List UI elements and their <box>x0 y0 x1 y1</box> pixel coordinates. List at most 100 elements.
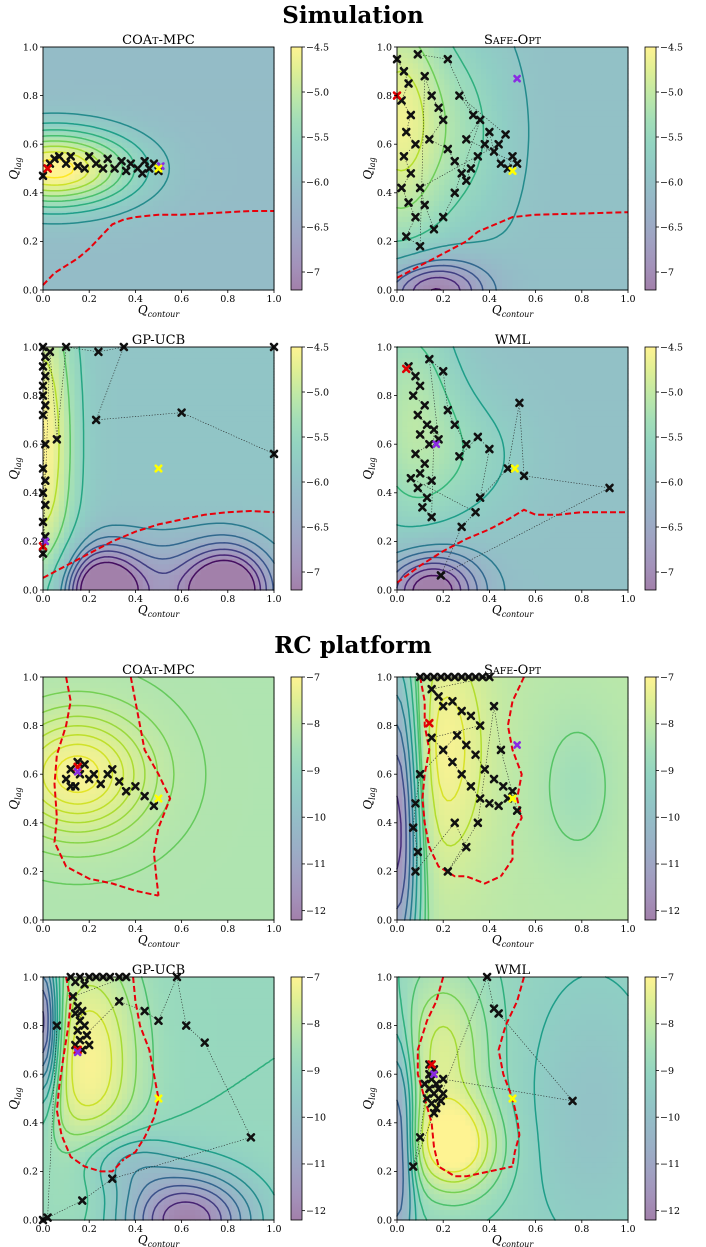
heatmap-cell <box>502 195 508 201</box>
heatmap-cell <box>444 205 450 211</box>
heatmap-cell <box>85 47 91 53</box>
heatmap-cell <box>48 279 54 285</box>
panel-title-part: S <box>484 33 493 48</box>
heatmap-cell <box>227 174 233 180</box>
heatmap-cell <box>397 221 403 227</box>
heatmap-cell <box>106 242 112 248</box>
heatmap-cell <box>586 253 592 259</box>
heatmap-cell <box>127 237 133 243</box>
heatmap-cell <box>439 232 445 238</box>
heatmap-cell <box>523 264 529 270</box>
heatmap-cell <box>190 95 196 101</box>
heatmap-cell <box>232 527 238 533</box>
heatmap-cell <box>174 200 180 206</box>
heatmap-cell <box>101 105 107 111</box>
heatmap-cell <box>565 95 571 101</box>
heatmap-cell <box>539 174 545 180</box>
heatmap-cell <box>248 105 254 111</box>
heatmap-cell <box>523 242 529 248</box>
heatmap-cell <box>127 95 133 101</box>
heatmap-cell <box>216 564 222 570</box>
heatmap-cell <box>534 163 540 169</box>
heatmap-cell <box>211 52 217 58</box>
heatmap-cell <box>502 58 508 64</box>
heatmap-cell <box>127 264 133 270</box>
heatmap-cell <box>492 253 498 259</box>
colorbar-tick-label: −4.5 <box>306 42 329 53</box>
heatmap-cell <box>248 253 254 259</box>
heatmap-cell <box>513 248 519 254</box>
heatmap-cell <box>127 242 133 248</box>
heatmap-cell <box>143 126 149 132</box>
heatmap-cell <box>90 258 96 264</box>
heatmap-cell <box>148 153 154 159</box>
heatmap-cell <box>174 142 180 148</box>
heatmap-cell <box>402 89 408 95</box>
heatmap-cell <box>143 84 149 90</box>
heatmap-cell <box>174 253 180 259</box>
heatmap-cell <box>264 174 270 180</box>
heatmap-cell <box>460 205 466 211</box>
heatmap-cell <box>75 279 81 285</box>
heatmap-cell <box>96 248 102 254</box>
heatmap-cell <box>402 142 408 148</box>
heatmap-cell <box>264 237 270 243</box>
heatmap-cell <box>544 264 550 270</box>
heatmap-cell <box>576 105 582 111</box>
heatmap-cell <box>258 132 264 138</box>
heatmap-cell <box>180 63 186 69</box>
heatmap-cell <box>576 264 582 270</box>
heatmap-cell <box>607 147 613 153</box>
heatmap-cell <box>607 232 613 238</box>
heatmap-cell <box>612 179 618 185</box>
heatmap-cell <box>549 242 555 248</box>
heatmap-cell <box>148 264 154 270</box>
heatmap-cell <box>253 258 259 264</box>
heatmap-cell <box>544 174 550 180</box>
heatmap-cell <box>502 279 508 285</box>
heatmap-cell <box>101 564 107 570</box>
heatmap-cell <box>258 227 264 233</box>
heatmap-cell <box>486 190 492 196</box>
heatmap-cell <box>253 216 259 222</box>
heatmap-cell <box>216 242 222 248</box>
heatmap-cell <box>164 279 170 285</box>
heatmap-cell <box>101 84 107 90</box>
heatmap-cell <box>148 52 154 58</box>
heatmap-cell <box>59 73 65 79</box>
heatmap-cell <box>555 269 561 275</box>
y-tick-label: 1.0 <box>377 42 392 53</box>
heatmap-cell <box>48 237 54 243</box>
heatmap-cell <box>48 100 54 106</box>
heatmap-cell <box>117 232 123 238</box>
heatmap-cell <box>243 68 249 74</box>
heatmap-cell <box>565 137 571 143</box>
heatmap-cell <box>48 116 54 122</box>
heatmap-cell <box>222 553 228 559</box>
heatmap-cell <box>429 237 435 243</box>
heatmap-cell <box>612 142 618 148</box>
heatmap-cell <box>618 216 624 222</box>
heatmap-cell <box>211 227 217 233</box>
heatmap-cell <box>465 253 471 259</box>
heatmap-cell <box>591 153 597 159</box>
heatmap-cell <box>80 68 86 74</box>
heatmap-cell <box>90 574 96 580</box>
heatmap-cell <box>201 195 207 201</box>
heatmap-cell <box>185 100 191 106</box>
heatmap-cell <box>69 105 75 111</box>
heatmap-cell <box>43 264 49 270</box>
heatmap-cell <box>180 95 186 101</box>
heatmap-cell <box>539 52 545 58</box>
heatmap-cell <box>576 73 582 79</box>
heatmap-cell <box>565 110 571 116</box>
heatmap-cell <box>190 532 196 538</box>
heatmap-cell <box>565 242 571 248</box>
heatmap-cell <box>69 279 75 285</box>
heatmap-cell <box>555 232 561 238</box>
heatmap-cell <box>164 237 170 243</box>
heatmap-cell <box>444 105 450 111</box>
heatmap-cell <box>555 179 561 185</box>
heatmap-cell <box>106 232 112 238</box>
heatmap-cell <box>555 121 561 127</box>
